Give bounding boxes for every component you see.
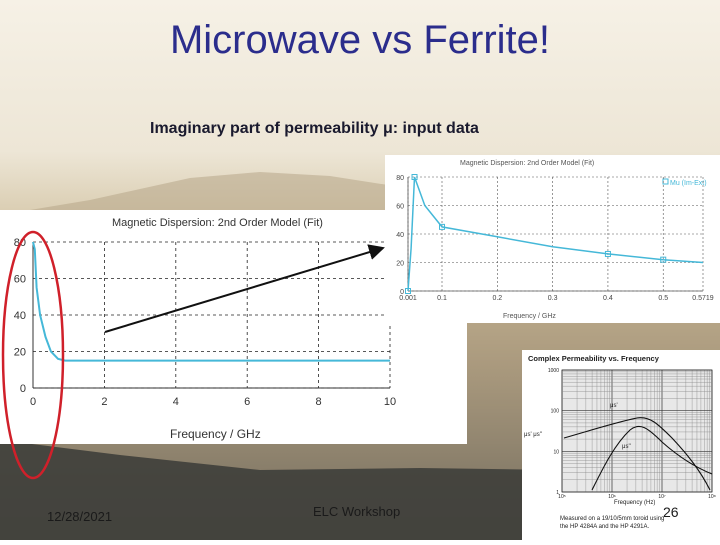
datasheet-imag-curve: [591, 425, 713, 491]
right-x-tick-label: 0.1: [437, 295, 447, 302]
left-x-tick-label: 0: [30, 396, 36, 408]
datasheet-title: Complex Permeability vs. Frequency: [528, 354, 660, 363]
datasheet-y-tick-label: 10: [553, 449, 559, 455]
datasheet-xlabel: Frequency (Hz): [614, 500, 655, 506]
left-x-tick-label: 4: [173, 396, 179, 408]
datasheet-x-tick-label: 10⁶: [608, 494, 616, 500]
right-chart-legend: Mu (Im-Ext): [670, 180, 707, 187]
datasheet-y-tick-label: 1000: [548, 368, 559, 374]
datasheet-y-tick-label: 100: [551, 409, 560, 415]
slide-subtitle: Imaginary part of permeability μ: input …: [150, 120, 479, 137]
right-data-marker: [439, 223, 445, 230]
right-x-tick-label: 0.4: [603, 295, 613, 302]
datasheet-chart-panel: Complex Permeability vs. Frequency 10⁵ 10…: [522, 350, 720, 540]
right-chart-panel: Magnetic Dispersion: 2nd Order Model (Fi…: [385, 155, 720, 323]
left-chart-xlabel: Frequency / GHz: [170, 427, 261, 441]
datasheet-x-tick-label: 10⁷: [658, 494, 666, 500]
right-x-tick-label: 0.5: [658, 295, 668, 302]
right-data-marker: [604, 250, 611, 257]
right-x-tick-label: 0.2: [492, 295, 502, 302]
left-y-tick-label: 20: [14, 347, 26, 359]
datasheet-x-tick-label: 10⁸: [708, 494, 716, 500]
footer-date: 12/28/2021: [47, 509, 113, 524]
datasheet-ylabel: μs' μs'': [524, 432, 542, 438]
datasheet-chart: Complex Permeability vs. Frequency 10⁵ 10…: [524, 354, 716, 530]
slide-title: Microwave vs Ferrite!: [169, 18, 551, 62]
left-x-tick-label: 8: [316, 396, 322, 408]
datasheet-x-tick-label: 10⁵: [558, 494, 566, 500]
datasheet-y-tick-label: 1: [556, 490, 559, 496]
right-data-marker: [660, 256, 667, 263]
right-x-tick-label: 0.3: [548, 295, 558, 302]
left-y-tick-label: 40: [14, 310, 26, 322]
right-data-marker: [411, 174, 418, 180]
pointer-arrow: [104, 244, 385, 333]
datasheet-note-line-2: the HP 4284A and the HP 4291A.: [560, 524, 650, 530]
right-chart-xlabel: Frequency / GHz: [503, 313, 556, 320]
datasheet-note-line-1: Measured on a 19/10/5mm toroid using: [560, 516, 664, 522]
left-chart-title: Magnetic Dispersion: 2nd Order Model (Fi…: [112, 217, 323, 229]
datasheet-real-curve: [563, 417, 711, 491]
right-chart-curve: [407, 176, 704, 292]
left-y-tick-label: 0: [20, 383, 26, 395]
right-y-tick-label: 80: [396, 175, 404, 182]
footer-event: ELC Workshop: [313, 504, 401, 519]
left-chart-curve: [32, 241, 390, 362]
highlight-ellipse: [1, 230, 65, 480]
right-x-tick-label: 0.001: [399, 295, 417, 302]
left-x-tick-label: 6: [244, 396, 250, 408]
datasheet-series-imag-label: μs'': [622, 444, 631, 450]
right-x-tick-label: 0.5719: [692, 295, 714, 302]
left-x-tick-label: 10: [384, 396, 396, 408]
right-chart-title: Magnetic Dispersion: 2nd Order Model (Fi…: [460, 160, 594, 167]
left-y-tick-label: 60: [14, 274, 26, 286]
footer-page-number: 26: [663, 504, 679, 520]
right-chart: Magnetic Dispersion: 2nd Order Model (Fi…: [396, 160, 714, 320]
right-data-marker: [405, 288, 411, 294]
datasheet-series-real-label: μs': [610, 403, 618, 409]
right-y-tick-label: 40: [396, 232, 404, 239]
right-y-tick-label: 60: [396, 204, 404, 211]
right-y-tick-label: 20: [396, 261, 404, 268]
right-y-tick-label: 0: [400, 289, 404, 296]
left-x-tick-label: 2: [101, 396, 107, 408]
